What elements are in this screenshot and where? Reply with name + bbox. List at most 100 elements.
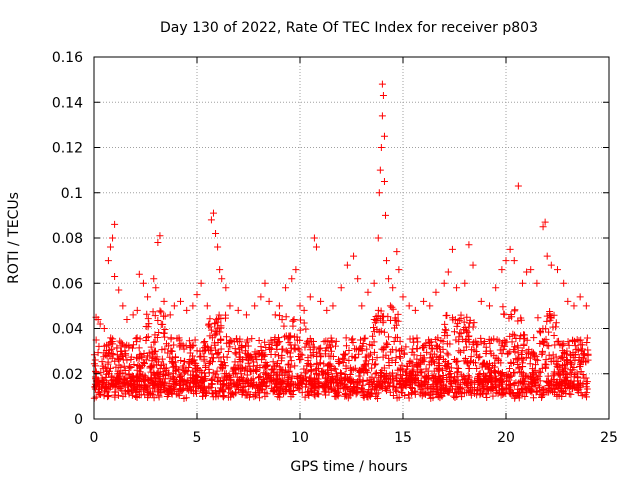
data-point xyxy=(166,375,174,383)
data-point xyxy=(169,359,177,367)
data-point xyxy=(512,355,520,363)
data-point xyxy=(392,346,400,354)
data-point xyxy=(243,336,251,344)
data-point xyxy=(259,352,267,360)
data-point xyxy=(327,352,335,360)
data-point xyxy=(362,357,370,365)
data-point xyxy=(122,351,130,359)
data-point xyxy=(218,360,226,368)
data-point xyxy=(300,319,308,327)
data-point xyxy=(527,386,535,394)
data-point xyxy=(473,364,481,372)
data-point xyxy=(520,335,528,343)
data-point xyxy=(436,377,444,385)
data-point xyxy=(549,351,557,359)
data-point xyxy=(335,356,343,364)
data-point xyxy=(258,378,266,386)
data-point xyxy=(153,361,161,369)
data-point xyxy=(260,369,268,377)
data-point xyxy=(306,374,314,382)
data-point xyxy=(304,357,312,365)
data-point xyxy=(166,311,174,319)
data-point xyxy=(427,394,435,402)
data-point xyxy=(119,302,127,310)
data-point xyxy=(154,316,162,324)
data-point xyxy=(133,385,141,393)
data-point xyxy=(582,383,590,391)
data-point xyxy=(298,388,306,396)
data-point xyxy=(411,306,419,314)
data-point xyxy=(374,395,382,403)
data-point xyxy=(332,337,340,345)
data-point xyxy=(334,383,342,391)
data-point xyxy=(368,356,376,364)
data-point xyxy=(483,393,491,401)
data-point xyxy=(339,359,347,367)
data-point xyxy=(491,368,499,376)
plot-frame xyxy=(93,56,610,420)
data-point xyxy=(237,344,245,352)
data-point xyxy=(549,388,557,396)
data-point xyxy=(540,340,548,348)
data-point xyxy=(320,388,328,396)
data-point xyxy=(147,343,155,351)
data-point xyxy=(404,376,412,384)
data-point xyxy=(132,392,140,400)
data-point xyxy=(566,366,574,374)
data-point xyxy=(571,342,579,350)
data-point xyxy=(555,337,563,345)
data-point xyxy=(442,326,450,334)
data-point xyxy=(482,390,490,398)
data-point xyxy=(370,377,378,385)
data-point xyxy=(349,335,357,343)
data-point xyxy=(161,312,169,320)
data-point xyxy=(504,350,512,358)
data-point xyxy=(124,387,132,395)
data-point xyxy=(161,382,169,390)
data-point xyxy=(382,343,390,351)
data-point xyxy=(476,353,484,361)
data-point xyxy=(141,372,149,380)
data-point xyxy=(115,286,123,294)
data-point xyxy=(363,345,371,353)
data-point xyxy=(361,353,369,361)
x-tick-label: 0 xyxy=(90,430,99,446)
data-point xyxy=(393,384,401,392)
data-point xyxy=(265,344,273,352)
data-point xyxy=(218,275,226,283)
data-point xyxy=(322,375,330,383)
data-point xyxy=(324,366,332,374)
data-point xyxy=(408,389,416,397)
data-point xyxy=(270,362,278,370)
data-point xyxy=(574,374,582,382)
data-point xyxy=(498,341,506,349)
data-point xyxy=(168,347,176,355)
data-point xyxy=(192,359,200,367)
data-point xyxy=(194,383,202,391)
data-point xyxy=(273,338,281,346)
data-point xyxy=(529,371,537,379)
data-point xyxy=(453,364,461,372)
data-point xyxy=(296,326,304,334)
data-point xyxy=(295,346,303,354)
data-point xyxy=(374,234,382,242)
x-tick-label: 15 xyxy=(394,430,412,446)
data-point xyxy=(391,358,399,366)
data-point xyxy=(251,302,259,310)
data-point xyxy=(473,351,481,359)
data-point xyxy=(178,376,186,384)
data-point xyxy=(193,373,201,381)
data-point xyxy=(331,376,339,384)
data-point xyxy=(331,387,339,395)
x-tick-label: 10 xyxy=(291,430,309,446)
data-point xyxy=(282,383,290,391)
data-point xyxy=(233,381,241,389)
data-point xyxy=(498,266,506,274)
data-point xyxy=(293,333,301,341)
data-point xyxy=(475,371,483,379)
data-point xyxy=(198,392,206,400)
data-point xyxy=(355,372,363,380)
data-point xyxy=(559,353,567,361)
data-point xyxy=(542,361,550,369)
data-point xyxy=(354,275,362,283)
